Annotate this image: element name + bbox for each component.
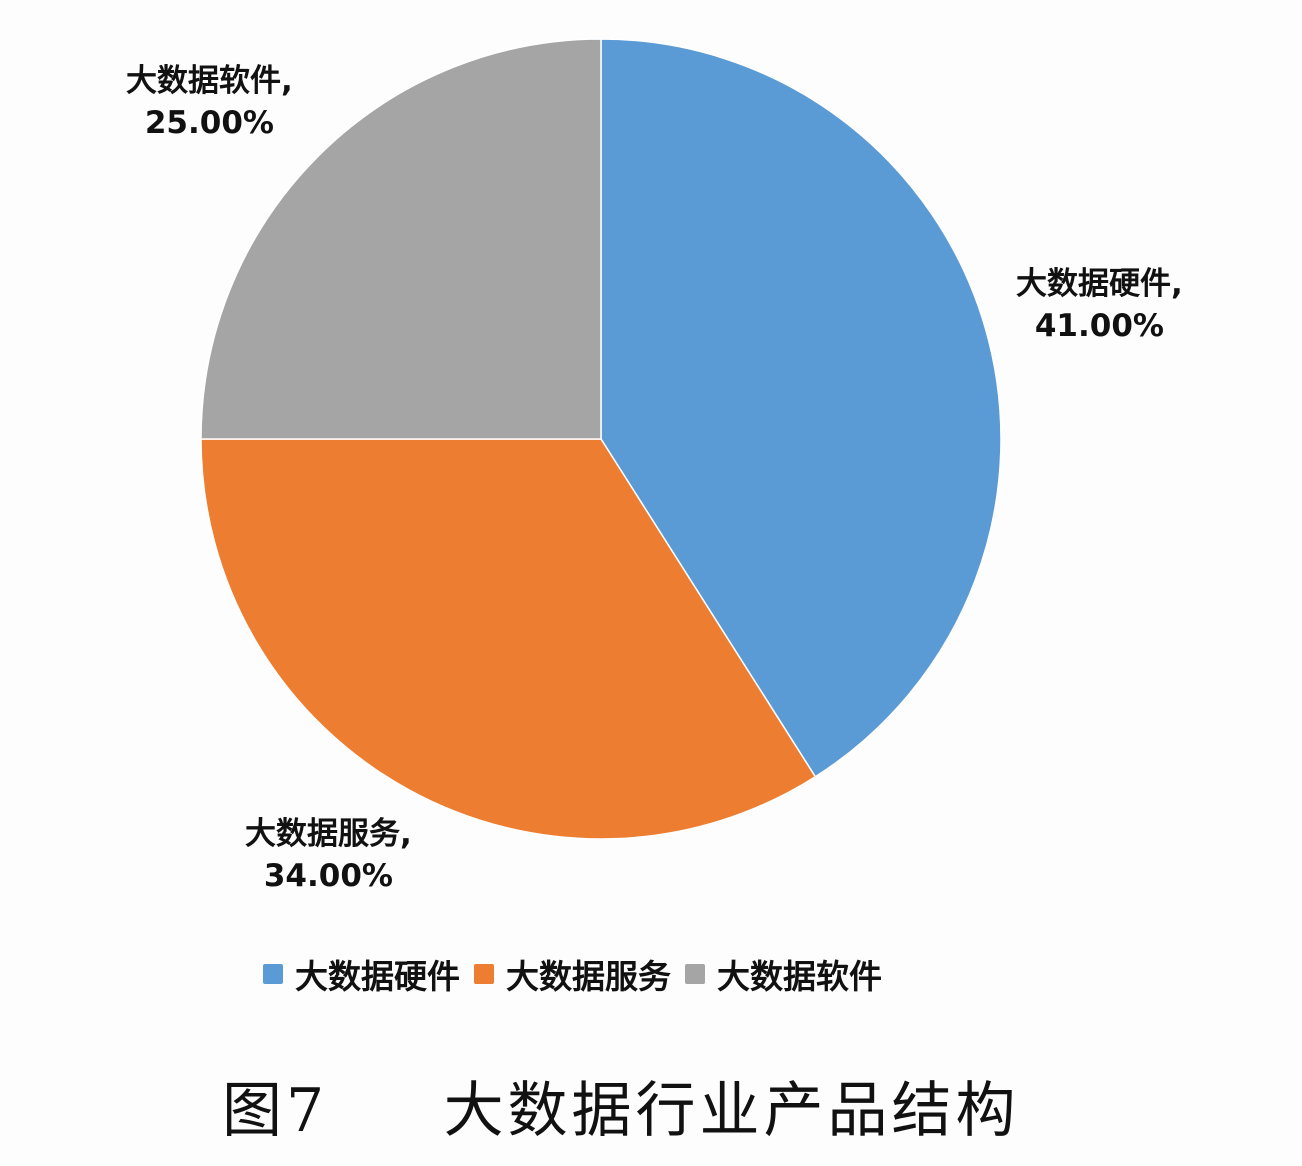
pie-slice-services [200, 438, 817, 840]
legend-item-hardware[interactable]: 大数据硬件 [263, 950, 460, 998]
legend-swatch-icon [474, 964, 494, 984]
data-label-hardware: 大数据硬件, 41.00% [1016, 266, 1183, 344]
figure-caption: 图7 大数据行业产品结构 [222, 1062, 1020, 1149]
pie-slice-software [200, 38, 602, 440]
data-label-software: 大数据软件, 25.00% [126, 63, 293, 141]
figure-number: 图7 [222, 1076, 329, 1146]
legend-swatch-icon [263, 964, 283, 984]
legend-swatch-icon [685, 964, 705, 984]
chart-legend: 大数据硬件 大数据服务 大数据软件 [263, 950, 896, 998]
figure-title: 大数据行业产品结构 [443, 1076, 1020, 1146]
pie-slice-hardware [600, 38, 1002, 778]
legend-item-software[interactable]: 大数据软件 [685, 950, 882, 998]
legend-item-services[interactable]: 大数据服务 [474, 950, 671, 998]
data-label-services: 大数据服务, 34.00% [245, 816, 412, 894]
